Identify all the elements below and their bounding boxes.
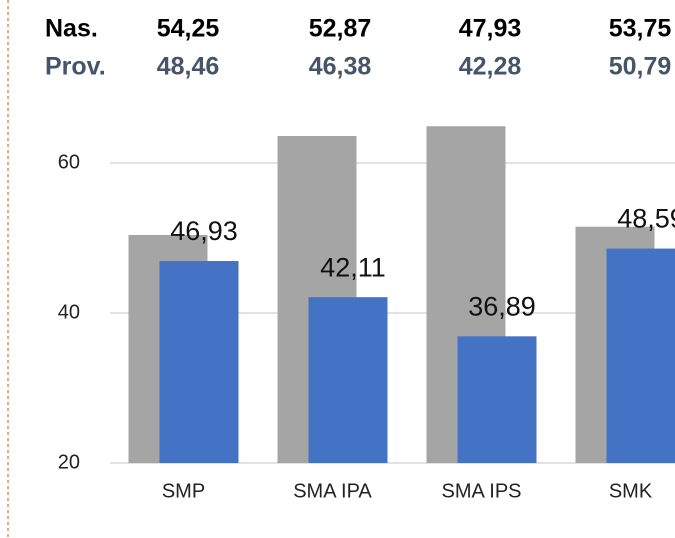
bar xyxy=(606,248,675,463)
x-tick-label: SMK xyxy=(609,480,653,502)
bar xyxy=(457,336,537,463)
row-label: Nas. xyxy=(45,15,98,43)
x-tick-label: SMA IPS xyxy=(441,480,521,502)
y-tick-label: 20 xyxy=(58,451,80,473)
x-tick-label: SMP xyxy=(162,480,205,502)
y-tick-label: 60 xyxy=(58,151,80,173)
row-value: 50,79 xyxy=(609,53,672,81)
row-value: 52,87 xyxy=(309,15,372,43)
row-value: 48,46 xyxy=(157,53,220,81)
bar xyxy=(308,297,388,463)
row-value: 54,25 xyxy=(157,15,220,43)
row-value: 42,28 xyxy=(459,53,522,81)
data-label: 46,93 xyxy=(170,216,238,246)
bar xyxy=(159,261,239,463)
row-label: Prov. xyxy=(45,53,106,81)
row-value: 53,75 xyxy=(609,15,672,43)
data-label: 36,89 xyxy=(468,291,536,321)
row-value: 47,93 xyxy=(459,15,522,43)
data-label: 42,11 xyxy=(320,252,386,282)
row-value: 46,38 xyxy=(309,53,372,81)
x-tick-label: SMA IPA xyxy=(293,480,372,502)
data-label: 48,59 xyxy=(617,204,675,234)
y-tick-label: 40 xyxy=(58,301,80,323)
